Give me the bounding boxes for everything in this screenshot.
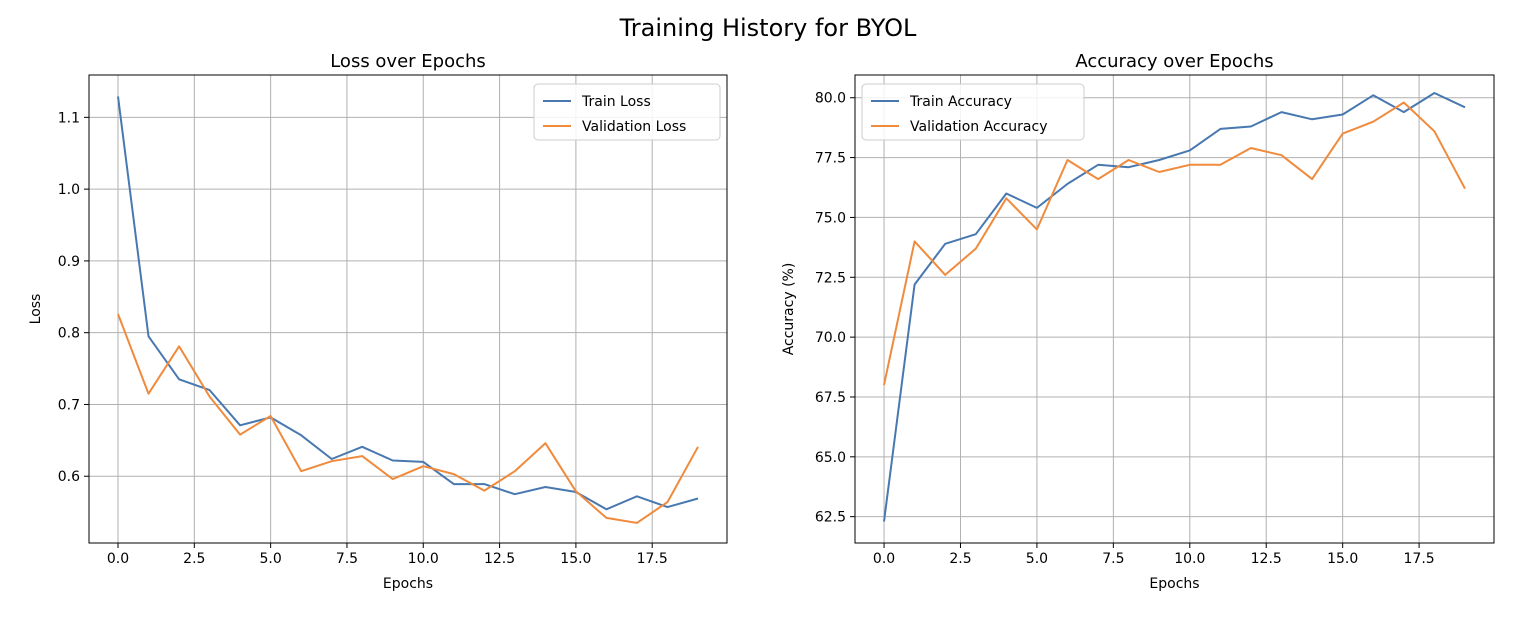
legend-box xyxy=(861,83,1085,141)
legend-box xyxy=(533,83,721,141)
y-axis-label: Accuracy (%) xyxy=(781,263,797,356)
y-tick-label: 1.1 xyxy=(58,110,80,126)
y-tick-label: 67.5 xyxy=(815,390,846,406)
series-line-train-loss xyxy=(117,96,699,511)
axes-frame xyxy=(854,74,1495,544)
x-tick-label: 17.5 xyxy=(1404,551,1435,567)
x-tick-label: 15.0 xyxy=(1327,551,1358,567)
series-line-validation-loss xyxy=(117,313,699,524)
y-tick-label: 0.7 xyxy=(58,397,80,413)
x-tick-label: 5.0 xyxy=(259,551,281,567)
axes-frame xyxy=(88,74,728,544)
chart-1: 0.0 2.5 5.0 7.5 10.0 12.5 15.0 17.5 0.6 0.7 0.8 0.9… xyxy=(28,51,728,592)
x-tick-label: 5.0 xyxy=(1026,551,1048,567)
chart-title: Loss over Epochs xyxy=(330,51,486,72)
x-tick-label: 2.5 xyxy=(949,551,971,567)
series-line-validation-accuracy xyxy=(883,101,1466,386)
y-tick-label: 62.5 xyxy=(815,510,846,526)
y-tick-label: 65.0 xyxy=(815,450,846,466)
legend-label: Train Accuracy xyxy=(909,94,1012,110)
x-tick-label: 0.0 xyxy=(873,551,895,567)
x-tick-label: 12.5 xyxy=(1251,551,1282,567)
x-axis-label: Epochs xyxy=(383,576,433,592)
x-tick-label: 10.0 xyxy=(1174,551,1205,567)
y-tick-label: 1.0 xyxy=(58,182,80,198)
chart-2: 0.0 2.5 5.0 7.5 10.0 12.5 15.0 17.5 62.5 65.0 67.5… xyxy=(781,51,1495,592)
x-tick-label: 15.0 xyxy=(560,551,591,567)
legend-label: Train Loss xyxy=(581,94,651,110)
x-tick-label: 17.5 xyxy=(637,551,668,567)
x-tick-label: 2.5 xyxy=(183,551,205,567)
y-tick-label: 0.9 xyxy=(58,254,80,270)
figure-title: Training History for BYOL xyxy=(619,14,917,42)
y-tick-label: 72.5 xyxy=(815,270,846,286)
chart-title: Accuracy over Epochs xyxy=(1075,51,1273,72)
x-tick-label: 12.5 xyxy=(484,551,515,567)
legend-label: Validation Accuracy xyxy=(910,119,1048,135)
y-tick-label: 0.8 xyxy=(58,326,80,342)
x-tick-label: 7.5 xyxy=(336,551,358,567)
series-line-train-accuracy xyxy=(883,92,1466,522)
y-tick-label: 70.0 xyxy=(815,330,846,346)
y-tick-label: 77.5 xyxy=(815,151,846,167)
y-tick-label: 80.0 xyxy=(815,91,846,107)
y-tick-label: 75.0 xyxy=(815,210,846,226)
x-tick-label: 10.0 xyxy=(408,551,439,567)
x-tick-label: 0.0 xyxy=(107,551,129,567)
legend-label: Validation Loss xyxy=(582,119,686,135)
y-axis-label: Loss xyxy=(28,294,44,325)
x-axis-label: Epochs xyxy=(1149,576,1199,592)
legend: Train Loss Validation Loss xyxy=(533,83,721,141)
legend: Train Accuracy Validation Accuracy xyxy=(861,83,1085,141)
x-tick-label: 7.5 xyxy=(1102,551,1124,567)
y-tick-label: 0.6 xyxy=(58,469,80,485)
